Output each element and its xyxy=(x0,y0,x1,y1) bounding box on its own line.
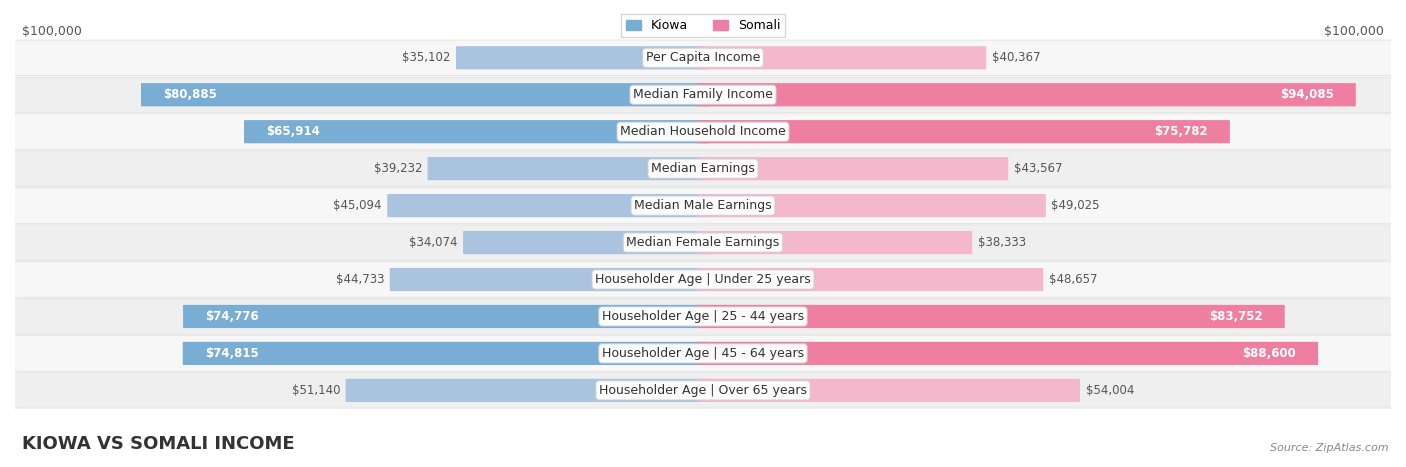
FancyBboxPatch shape xyxy=(183,342,709,365)
Text: $49,025: $49,025 xyxy=(1052,199,1099,212)
Text: $51,140: $51,140 xyxy=(291,384,340,397)
Text: Source: ZipAtlas.com: Source: ZipAtlas.com xyxy=(1270,443,1388,453)
Text: $54,004: $54,004 xyxy=(1085,384,1133,397)
Text: $80,885: $80,885 xyxy=(163,88,217,101)
Text: KIOWA VS SOMALI INCOME: KIOWA VS SOMALI INCOME xyxy=(22,435,294,453)
Text: $100,000: $100,000 xyxy=(1324,25,1384,37)
FancyBboxPatch shape xyxy=(8,77,1398,113)
Text: Householder Age | 25 - 44 years: Householder Age | 25 - 44 years xyxy=(602,310,804,323)
FancyBboxPatch shape xyxy=(8,262,1398,297)
FancyBboxPatch shape xyxy=(456,46,709,70)
Text: $94,085: $94,085 xyxy=(1279,88,1334,101)
Text: $74,815: $74,815 xyxy=(205,347,259,360)
FancyBboxPatch shape xyxy=(697,83,1355,106)
Legend: Kiowa, Somali: Kiowa, Somali xyxy=(620,14,786,37)
FancyBboxPatch shape xyxy=(8,40,1398,76)
Text: $65,914: $65,914 xyxy=(266,125,321,138)
Text: Per Capita Income: Per Capita Income xyxy=(645,51,761,64)
FancyBboxPatch shape xyxy=(697,379,1080,402)
FancyBboxPatch shape xyxy=(697,342,1317,365)
FancyBboxPatch shape xyxy=(389,268,709,291)
FancyBboxPatch shape xyxy=(183,305,709,328)
FancyBboxPatch shape xyxy=(8,225,1398,260)
Text: $74,776: $74,776 xyxy=(205,310,259,323)
Text: $48,657: $48,657 xyxy=(1049,273,1097,286)
Text: Median Household Income: Median Household Income xyxy=(620,125,786,138)
Text: $44,733: $44,733 xyxy=(336,273,384,286)
FancyBboxPatch shape xyxy=(8,373,1398,408)
Text: $75,782: $75,782 xyxy=(1154,125,1208,138)
Text: $100,000: $100,000 xyxy=(22,25,82,37)
Text: Householder Age | Under 25 years: Householder Age | Under 25 years xyxy=(595,273,811,286)
FancyBboxPatch shape xyxy=(697,46,986,70)
FancyBboxPatch shape xyxy=(8,299,1398,334)
FancyBboxPatch shape xyxy=(697,194,1046,217)
FancyBboxPatch shape xyxy=(697,120,1230,143)
Text: $35,102: $35,102 xyxy=(402,51,450,64)
FancyBboxPatch shape xyxy=(346,379,709,402)
FancyBboxPatch shape xyxy=(387,194,709,217)
FancyBboxPatch shape xyxy=(141,83,709,106)
Text: Median Earnings: Median Earnings xyxy=(651,162,755,175)
FancyBboxPatch shape xyxy=(8,114,1398,149)
Text: $39,232: $39,232 xyxy=(374,162,422,175)
Text: $40,367: $40,367 xyxy=(991,51,1040,64)
FancyBboxPatch shape xyxy=(697,157,1008,180)
Text: Householder Age | Over 65 years: Householder Age | Over 65 years xyxy=(599,384,807,397)
Text: Median Male Earnings: Median Male Earnings xyxy=(634,199,772,212)
Text: $83,752: $83,752 xyxy=(1209,310,1263,323)
FancyBboxPatch shape xyxy=(463,231,709,254)
Text: $34,074: $34,074 xyxy=(409,236,457,249)
Text: $88,600: $88,600 xyxy=(1243,347,1296,360)
FancyBboxPatch shape xyxy=(8,151,1398,186)
FancyBboxPatch shape xyxy=(697,305,1285,328)
FancyBboxPatch shape xyxy=(245,120,709,143)
Text: Median Female Earnings: Median Female Earnings xyxy=(627,236,779,249)
FancyBboxPatch shape xyxy=(697,268,1043,291)
FancyBboxPatch shape xyxy=(8,188,1398,223)
FancyBboxPatch shape xyxy=(697,231,972,254)
Text: $45,094: $45,094 xyxy=(333,199,382,212)
Text: $38,333: $38,333 xyxy=(977,236,1026,249)
FancyBboxPatch shape xyxy=(8,336,1398,371)
FancyBboxPatch shape xyxy=(427,157,709,180)
Text: Median Family Income: Median Family Income xyxy=(633,88,773,101)
Text: $43,567: $43,567 xyxy=(1014,162,1063,175)
Text: Householder Age | 45 - 64 years: Householder Age | 45 - 64 years xyxy=(602,347,804,360)
